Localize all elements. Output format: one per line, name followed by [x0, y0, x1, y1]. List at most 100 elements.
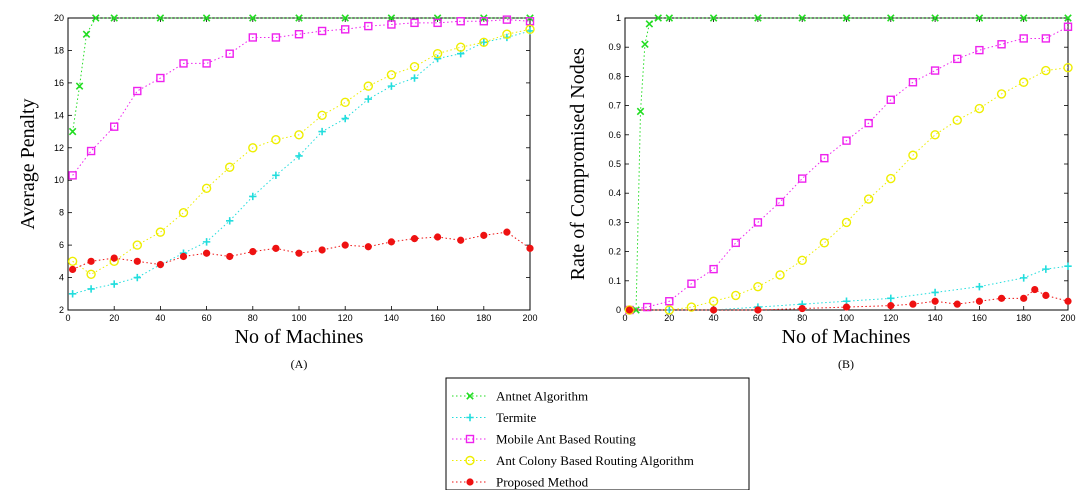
x-tick-label: 0	[622, 313, 627, 323]
data-point	[295, 14, 303, 22]
series-line	[72, 17, 530, 132]
data-point	[132, 240, 143, 250]
legend-label: Antnet Algorithm	[496, 389, 588, 404]
data-point	[410, 74, 419, 82]
series-antnet-algorithm	[625, 14, 1072, 314]
data-point	[249, 14, 257, 22]
data-point	[1042, 265, 1050, 273]
data-point	[709, 306, 718, 314]
data-point	[82, 30, 91, 38]
x-tick-label: 60	[753, 313, 763, 323]
data-point	[156, 14, 165, 22]
data-point	[109, 122, 119, 131]
x-tick-label: 80	[248, 313, 258, 323]
data-point	[387, 82, 396, 90]
data-point	[364, 95, 372, 103]
data-point	[797, 255, 807, 266]
x-tick-label: 120	[338, 313, 353, 323]
series-line	[72, 28, 531, 275]
data-point	[952, 115, 962, 125]
data-point	[226, 252, 234, 261]
data-point	[457, 236, 465, 244]
data-point	[1063, 22, 1073, 31]
data-point	[295, 152, 303, 160]
legend-marker	[466, 478, 474, 486]
data-point	[953, 300, 961, 308]
data-point	[887, 14, 895, 22]
data-point	[975, 14, 984, 22]
y-tick-label: 1	[616, 13, 621, 23]
data-point	[110, 14, 118, 22]
legend-label: Mobile Ant Based Routing	[496, 432, 636, 447]
y-tick-label: 0.2	[608, 247, 621, 257]
data-point	[819, 238, 830, 248]
series-mobile-ant-based-routing	[68, 15, 535, 180]
y-tick-label: 14	[54, 110, 64, 120]
data-point	[87, 285, 95, 293]
data-point	[953, 54, 962, 64]
data-point	[754, 14, 762, 22]
data-point	[1041, 65, 1051, 76]
data-point	[432, 48, 443, 59]
y-tick-label: 0.7	[608, 101, 621, 111]
data-point	[224, 162, 235, 172]
y-tick-label: 0.5	[608, 159, 621, 169]
legend-box	[445, 377, 750, 490]
y-tick-label: 2	[59, 305, 64, 315]
x-tick-label: 20	[109, 313, 119, 323]
chart-panel-b: 0 20 40 60 80 100 120 140 160 180 200 0 0.1 0.2 0.3 0.4…	[567, 13, 1076, 371]
data-point	[502, 15, 512, 24]
legend-marker	[466, 392, 474, 400]
x-tick-label: 160	[972, 313, 987, 323]
y-tick-label: 0.6	[608, 130, 621, 140]
data-point	[1019, 34, 1028, 43]
data-point	[272, 171, 280, 180]
data-point	[317, 26, 327, 36]
data-point	[1064, 14, 1072, 22]
legend-label: Termite	[496, 410, 536, 425]
data-point	[340, 97, 350, 108]
data-point	[133, 257, 141, 265]
data-point	[386, 70, 397, 80]
data-point	[975, 282, 984, 291]
legend-label: Ant Colony Based Routing Algorithm	[496, 453, 694, 468]
data-point	[754, 306, 762, 314]
y-axis-title: Average Penalty	[17, 98, 39, 229]
data-point	[226, 217, 234, 225]
y-tick-label: 0.1	[608, 276, 621, 286]
x-tick-label: 100	[291, 313, 306, 323]
data-point	[863, 194, 874, 204]
legend-marker	[466, 413, 474, 422]
series-antnet-algorithm	[68, 14, 534, 136]
data-point	[1019, 14, 1028, 22]
plot-frame	[624, 17, 1069, 311]
x-tick-label: 0	[65, 313, 70, 323]
data-point	[654, 14, 662, 22]
data-point	[665, 297, 674, 306]
y-tick-label: 16	[54, 78, 64, 88]
data-point	[294, 130, 304, 140]
x-tick-label: 180	[476, 313, 491, 323]
legend-item-mobile-ant-based-routing: Mobile Ant Based Routing	[452, 432, 636, 447]
data-point	[86, 146, 96, 156]
data-point	[632, 306, 640, 314]
data-point	[68, 290, 77, 298]
data-point	[203, 249, 211, 257]
data-point	[820, 153, 829, 163]
data-point	[909, 300, 917, 308]
data-point	[433, 14, 442, 22]
y-tick-label: 0.3	[608, 217, 621, 227]
data-point	[202, 59, 211, 68]
data-point	[480, 231, 488, 239]
data-point	[110, 254, 118, 262]
data-point	[318, 246, 326, 254]
data-point	[887, 294, 895, 303]
data-point	[271, 134, 281, 145]
y-tick-label: 4	[59, 273, 64, 283]
data-point	[1031, 285, 1039, 294]
legend-item-termite: Termite	[452, 410, 536, 425]
data-point	[798, 14, 806, 22]
data-point	[456, 17, 465, 26]
data-point	[886, 95, 895, 104]
data-point	[753, 218, 763, 227]
